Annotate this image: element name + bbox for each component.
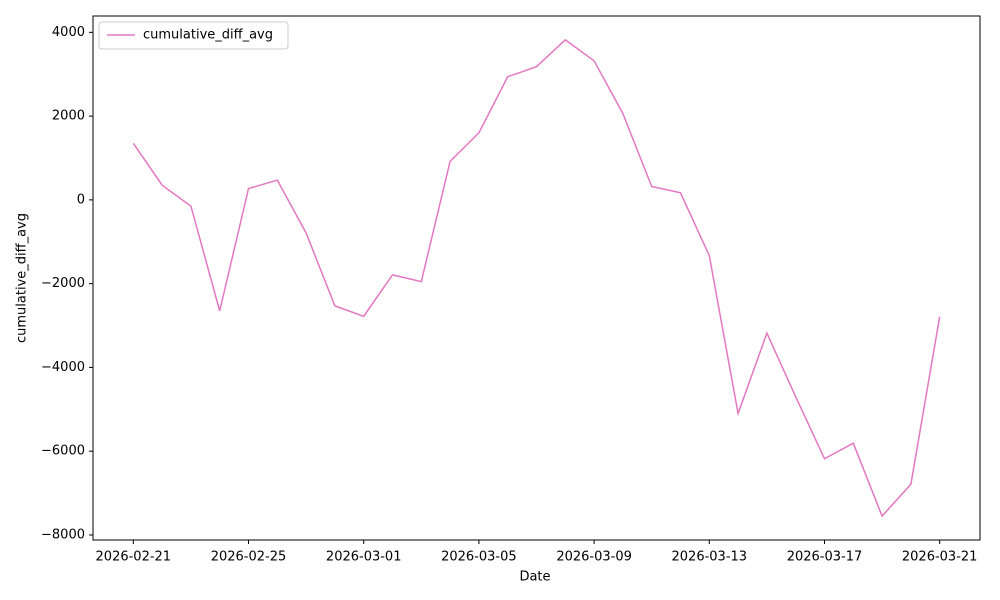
plot-frame [92, 15, 981, 541]
y-tick-label: −6000 [41, 444, 85, 459]
y-tick-label: −4000 [41, 360, 85, 375]
x-tick-label: 2026-03-21 [902, 550, 978, 565]
y-tick-label: −2000 [41, 276, 85, 291]
x-tick-label: 2026-03-05 [441, 550, 517, 565]
legend-box [98, 21, 289, 50]
data-line [132, 38, 941, 518]
y-tick-label: 2000 [52, 109, 85, 124]
x-tick-label: 2026-03-09 [556, 550, 632, 565]
x-tick-label: 2026-02-21 [96, 550, 172, 565]
x-axis-label: Date [519, 570, 550, 585]
x-tick-label: 2026-02-25 [211, 550, 287, 565]
y-axis-label: cumulative_diff_avg [15, 213, 30, 343]
x-tick-label: 2026-03-13 [672, 550, 748, 565]
legend-label: cumulative_diff_avg [143, 28, 273, 43]
x-tick-label: 2026-03-01 [326, 550, 402, 565]
y-tick-label: 0 [77, 192, 85, 207]
x-tick-label: 2026-03-17 [787, 550, 863, 565]
y-tick-label: 4000 [52, 25, 85, 40]
y-tick-label: −8000 [41, 527, 85, 542]
